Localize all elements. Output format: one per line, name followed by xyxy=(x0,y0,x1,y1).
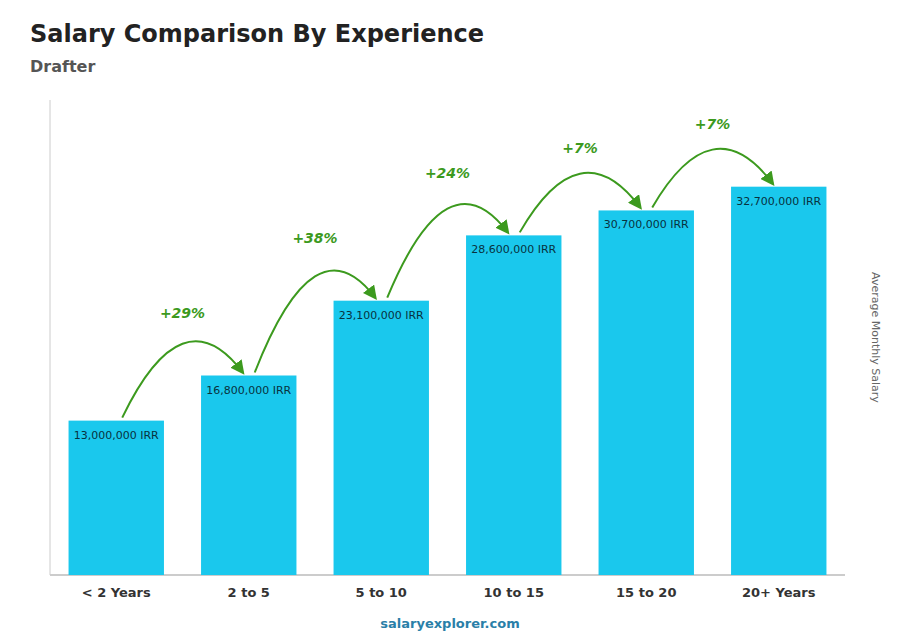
change-arrow xyxy=(652,149,773,208)
chart: Salary Comparison By Experience Drafter 13… xyxy=(0,0,900,641)
bar xyxy=(599,210,694,575)
x-tick-label: 15 to 20 xyxy=(616,585,676,600)
bar xyxy=(69,421,164,575)
x-tick-label: 5 to 10 xyxy=(356,585,407,600)
bars xyxy=(69,187,827,575)
change-arrow xyxy=(122,341,243,417)
subtitle: Drafter xyxy=(30,57,95,76)
annotation: +24% xyxy=(425,165,470,181)
x-tick-label: 20+ Years xyxy=(742,585,816,600)
data-label: 23,100,000 IRR xyxy=(339,309,424,322)
bar xyxy=(731,187,826,575)
annotation: +38% xyxy=(292,230,337,246)
footer: salaryexplorer.com xyxy=(380,616,519,631)
data-label: 32,700,000 IRR xyxy=(736,195,821,208)
data-label: 28,600,000 IRR xyxy=(471,243,556,256)
annotations: +29% +38% +24% +7% +7% xyxy=(122,116,773,418)
x-axis-line xyxy=(50,575,845,576)
change-arrow xyxy=(520,173,641,233)
title: Salary Comparison By Experience xyxy=(30,20,484,48)
annotation: +29% xyxy=(160,305,205,321)
data-label: 30,700,000 IRR xyxy=(604,218,689,231)
annotation: +7% xyxy=(695,116,731,132)
bar xyxy=(201,376,296,576)
data-label: 13,000,000 IRR xyxy=(74,429,159,442)
x-tick-label: < 2 Years xyxy=(82,585,151,600)
annotation: +7% xyxy=(562,140,598,156)
y-axis-label: Average Monthly Salary xyxy=(869,272,882,403)
change-arrow xyxy=(255,270,376,372)
y-axis-line xyxy=(50,100,51,575)
data-label: 16,800,000 IRR xyxy=(206,384,291,397)
change-arrow xyxy=(387,204,508,298)
bar xyxy=(334,301,429,575)
x-tick-label: 2 to 5 xyxy=(228,585,270,600)
bar xyxy=(466,235,561,575)
x-tick-label: 10 to 15 xyxy=(484,585,544,600)
